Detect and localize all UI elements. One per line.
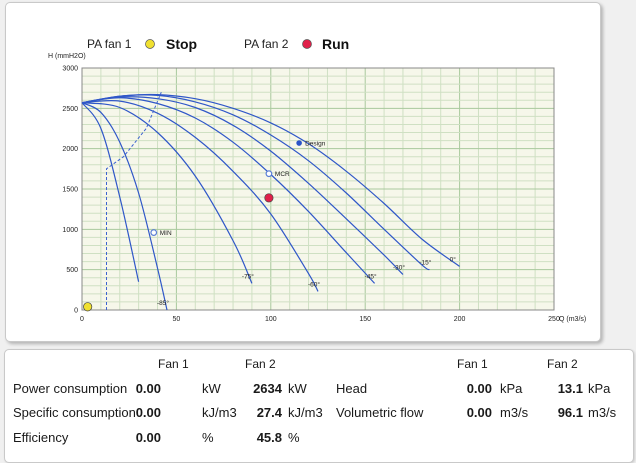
fan-data-panel: Fan 1 Fan 2 Fan 1 Fan 2 Power consumptio… [4, 349, 634, 463]
min-point [150, 229, 158, 236]
blade-curve--15deg [81, 94, 430, 271]
x-tick-label: 150 [359, 316, 371, 323]
right-header-fan2: Fan 2 [547, 357, 578, 371]
right-header-fan1: Fan 1 [457, 357, 488, 371]
left-header-fan1: Fan 1 [158, 357, 189, 371]
flow-fan1-unit: m3/s [500, 405, 529, 420]
volumetric-flow-label: Volumetric flow [336, 405, 424, 420]
power-fan1-value: 0.00 [135, 381, 161, 396]
point-label: MIN [160, 230, 172, 237]
power-consumption-label: Power consumption [13, 381, 128, 396]
blade-curve--45deg [81, 97, 376, 284]
legend-fan2-marker [302, 39, 312, 49]
curve-label: -30° [393, 264, 405, 272]
fan-curve-chart-panel: 0 50 100 150 200 250 0 500 1000 1500 2000 2500 3000 H… [5, 2, 601, 342]
surge-line [106, 92, 162, 310]
fan-curve-chart: 0 50 100 150 200 250050010001500200025003000H… [48, 36, 586, 323]
specific-fan2-value: 27.4 [256, 405, 282, 420]
power-fan1-unit: kW [202, 381, 221, 396]
legend-fan1-marker [145, 39, 155, 49]
head-fan1-unit: kPa [500, 381, 523, 396]
efficiency-fan2-value: 45.8 [256, 430, 282, 445]
curve-label: -15° [419, 259, 431, 267]
curve-label: 0° [450, 255, 457, 263]
specific-consumption-label: Specific consumption [13, 405, 136, 420]
head-fan2-value: 13.1 [557, 381, 583, 396]
y-tick-label: 1500 [62, 187, 78, 194]
efficiency-label: Efficiency [13, 430, 69, 445]
blade-curve--75deg [81, 102, 253, 284]
blade-curve--60deg [81, 99, 319, 292]
flow-fan1-value: 0.00 [466, 405, 492, 420]
y-axis-label: H (mmH2O) [48, 53, 86, 60]
y-tick-label: 1000 [62, 227, 78, 234]
operating-point [83, 302, 93, 312]
power-fan2-unit: kW [288, 381, 307, 396]
flow-fan2-value: 96.1 [557, 405, 583, 420]
head-fan1-value: 0.00 [466, 381, 492, 396]
specific-fan1-unit: kJ/m3 [202, 405, 237, 420]
left-header-fan2: Fan 2 [245, 357, 276, 371]
efficiency-fan2-unit: % [288, 430, 300, 445]
efficiency-fan1-unit: % [202, 430, 214, 445]
efficiency-fan1-value: 0.00 [135, 430, 161, 445]
x-tick-label: 100 [265, 316, 277, 323]
curve-label: -75° [242, 272, 254, 280]
y-tick-label: 500 [66, 267, 78, 274]
blade-curve--85deg [81, 102, 168, 311]
blade-curve-limit [81, 102, 140, 282]
flow-fan2-unit: m3/s [588, 405, 617, 420]
legend-fan1-status: Stop [166, 36, 197, 52]
x-tick-label: 50 [173, 316, 181, 323]
legend-fan2-label: PA fan 2 [244, 37, 289, 51]
y-tick-label: 3000 [62, 66, 78, 73]
y-tick-label: 2500 [62, 106, 78, 113]
plot-border [81, 67, 555, 311]
head-fan2-unit: kPa [588, 381, 611, 396]
y-tick-label: 0 [74, 308, 78, 315]
curve-label: -45° [365, 272, 377, 280]
operating-point [264, 193, 274, 203]
point-label: Design [305, 141, 326, 148]
x-axis-label: Q (m3/s) [559, 316, 586, 323]
head-label: Head [336, 381, 368, 396]
curve-label: -85° [157, 299, 169, 307]
legend-fan1-label: PA fan 1 [87, 37, 132, 51]
x-tick-label: 0 [80, 316, 84, 323]
curve-label: -60° [308, 280, 320, 288]
x-tick-label: 250 [548, 316, 560, 323]
x-tick-label: 200 [454, 316, 466, 323]
power-fan2-value: 2634 [253, 381, 282, 396]
specific-fan2-unit: kJ/m3 [288, 405, 323, 420]
design-point [296, 140, 302, 146]
point-label: MCR [275, 171, 290, 178]
blade-curve--30deg [81, 96, 404, 275]
y-tick-label: 2000 [62, 146, 78, 153]
legend-fan2-status: Run [322, 36, 349, 52]
mcr-point [265, 170, 273, 178]
specific-fan1-value: 0.00 [135, 405, 161, 420]
